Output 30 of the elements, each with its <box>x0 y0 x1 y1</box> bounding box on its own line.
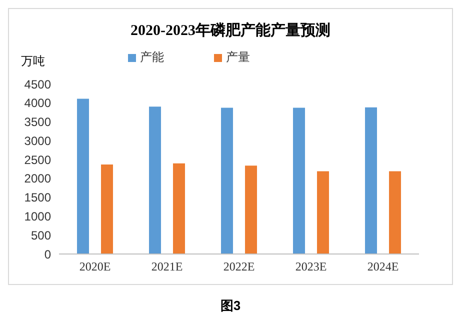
y-tick-label: 2500 <box>24 152 52 167</box>
y-tick-label: 500 <box>30 228 52 242</box>
y-tick-label: 1500 <box>24 190 52 205</box>
bar <box>293 108 305 254</box>
bar <box>173 163 185 254</box>
x-tick-label: 2024E <box>367 260 399 274</box>
bar <box>149 106 161 254</box>
y-tick-label: 4500 <box>24 77 52 92</box>
chart-title: 2020-2023年磷肥产能产量预测 <box>130 21 332 40</box>
bar <box>101 164 113 254</box>
y-tick-label: 3000 <box>24 134 52 148</box>
bar <box>365 107 377 254</box>
bar <box>245 166 257 254</box>
bar <box>389 171 401 254</box>
x-tick-label: 2021E <box>151 260 183 274</box>
x-tick-label: 2022E <box>223 260 255 274</box>
y-axis-title: 万吨 <box>21 53 45 70</box>
legend-label: 产能 <box>140 50 164 64</box>
x-tick-label: 2023E <box>295 260 327 274</box>
y-tick-label: 4000 <box>24 96 52 110</box>
legend-label: 产量 <box>226 50 250 64</box>
caption: 图3 <box>219 297 242 315</box>
y-tick-label: 3500 <box>24 115 52 130</box>
y-tick-label: 0 <box>44 247 52 262</box>
bar <box>221 108 233 254</box>
y-tick-label: 1000 <box>24 209 52 224</box>
y-tick-label: 2000 <box>24 172 52 186</box>
bar <box>77 98 89 254</box>
bar <box>317 171 329 254</box>
x-tick-label: 2020E <box>79 260 111 274</box>
